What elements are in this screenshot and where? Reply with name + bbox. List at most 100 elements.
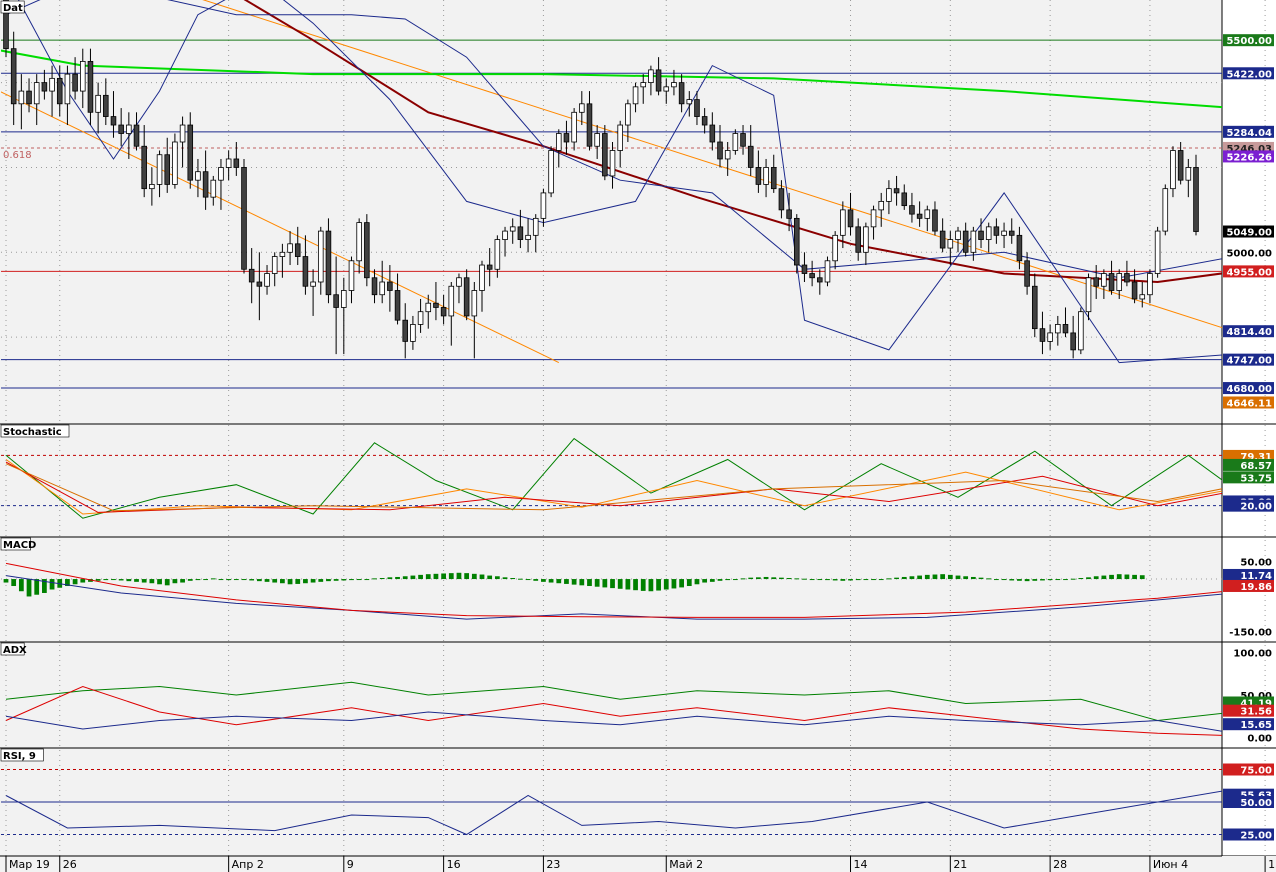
macd-histogram-bar: [1040, 579, 1045, 581]
indicator-axis-label: 11.74: [1223, 568, 1274, 582]
macd-histogram-bar: [648, 579, 654, 592]
panel-label-3: ADX: [0, 642, 27, 656]
price-label-text: 5284.04: [1226, 128, 1272, 139]
macd-histogram-bar: [802, 578, 807, 580]
macd-histogram-bar: [272, 579, 278, 583]
candle-body: [448, 285, 455, 317]
macd-histogram-bar: [295, 579, 301, 584]
macd-histogram-bar: [448, 573, 454, 580]
indicator-axis-label-text: 19.86: [1240, 582, 1272, 593]
macd-histogram-bar: [1063, 579, 1068, 581]
moving-average-line: [243, 0, 1222, 284]
price-label-bg: [1223, 225, 1274, 238]
candle: [471, 282, 478, 359]
candle-body: [56, 77, 63, 105]
panel-label-text: MACD: [3, 540, 36, 551]
indicator-line: [5, 790, 1222, 836]
candle: [955, 226, 961, 253]
candle-body: [1031, 285, 1038, 330]
candle-body: [494, 239, 501, 270]
candle-body: [916, 213, 923, 219]
candle-body: [525, 234, 531, 240]
candle-body: [655, 69, 662, 92]
macd-histogram-bar: [1116, 574, 1122, 580]
candle: [724, 142, 731, 176]
macd-histogram-bar: [786, 578, 792, 580]
candle: [341, 277, 347, 355]
candle-body: [548, 150, 554, 194]
candle-body: [233, 158, 240, 168]
candle: [625, 99, 631, 142]
candle: [164, 137, 171, 193]
candle: [747, 125, 754, 176]
candle: [509, 218, 516, 244]
price-panel: 0.618: [1, 0, 1222, 389]
price-label: 4814.40: [1223, 325, 1274, 338]
time-axis-bg: [0, 856, 1276, 872]
candle-body: [678, 82, 685, 105]
indicator-axis-label-text: 75.00: [1240, 766, 1272, 777]
candle: [225, 150, 232, 181]
macd-histogram-bar: [986, 578, 992, 580]
indicator-axis-label-text: 25.00: [1240, 831, 1272, 842]
price-label-text: 4814.40: [1226, 327, 1272, 338]
macd-histogram-bar: [671, 579, 677, 589]
macd-histogram-bar: [510, 578, 516, 580]
candle-body: [26, 90, 32, 105]
candle: [655, 57, 662, 96]
price-label-bg: [1223, 396, 1274, 409]
candle: [49, 65, 55, 117]
candle: [548, 146, 554, 198]
macd-histogram-bar: [686, 579, 692, 587]
candle: [1193, 154, 1199, 236]
candle-body: [341, 290, 347, 308]
candle: [1062, 307, 1069, 338]
candle: [56, 65, 63, 117]
macd-histogram-bar: [103, 579, 109, 581]
macd-histogram-bar: [1017, 579, 1022, 581]
time-tick-label: 9: [347, 858, 354, 871]
candle-body: [763, 167, 769, 185]
candle-body: [978, 230, 984, 240]
candle-body: [1047, 332, 1053, 342]
candle-body: [1078, 311, 1084, 351]
time-tick-label: Июн 4: [1153, 858, 1188, 871]
macd-histogram-bar: [264, 579, 270, 582]
macd-histogram-bar: [1086, 577, 1091, 580]
macd-histogram-bar: [249, 579, 255, 581]
candle: [1016, 226, 1023, 270]
candle-body: [225, 158, 232, 168]
candle: [571, 108, 577, 151]
indicator-axis-label-text: 79.31: [1240, 452, 1272, 463]
macd-histogram-bar: [11, 579, 17, 587]
candle-body: [609, 150, 616, 177]
candle: [809, 260, 815, 287]
trendline: [202, 0, 1222, 329]
price-label: 5000.00: [1226, 248, 1272, 259]
candle: [671, 69, 677, 96]
candle-body: [502, 230, 508, 240]
panel-label-text: Dat: [3, 3, 23, 14]
macd-histogram-bar: [901, 576, 907, 580]
candle: [1177, 142, 1184, 185]
macd-histogram-bar: [126, 579, 132, 582]
candle: [694, 91, 700, 126]
panel-label-1: Stochastic: [0, 424, 70, 438]
candle: [801, 252, 808, 282]
candle: [1001, 222, 1007, 249]
candle-body: [218, 167, 224, 181]
candle: [479, 260, 485, 312]
price-label-bg: [1223, 150, 1274, 163]
candle-body: [962, 230, 969, 253]
candle-body: [456, 277, 462, 287]
candle: [64, 65, 71, 126]
indicator-axis-label: 68.57: [1223, 458, 1274, 472]
candle-body: [985, 226, 992, 240]
candle: [663, 78, 670, 104]
macd-histogram-bar: [970, 576, 976, 580]
candle-body: [1039, 328, 1046, 342]
candle-body: [955, 230, 961, 240]
candle: [1147, 269, 1153, 304]
candle: [463, 269, 470, 321]
